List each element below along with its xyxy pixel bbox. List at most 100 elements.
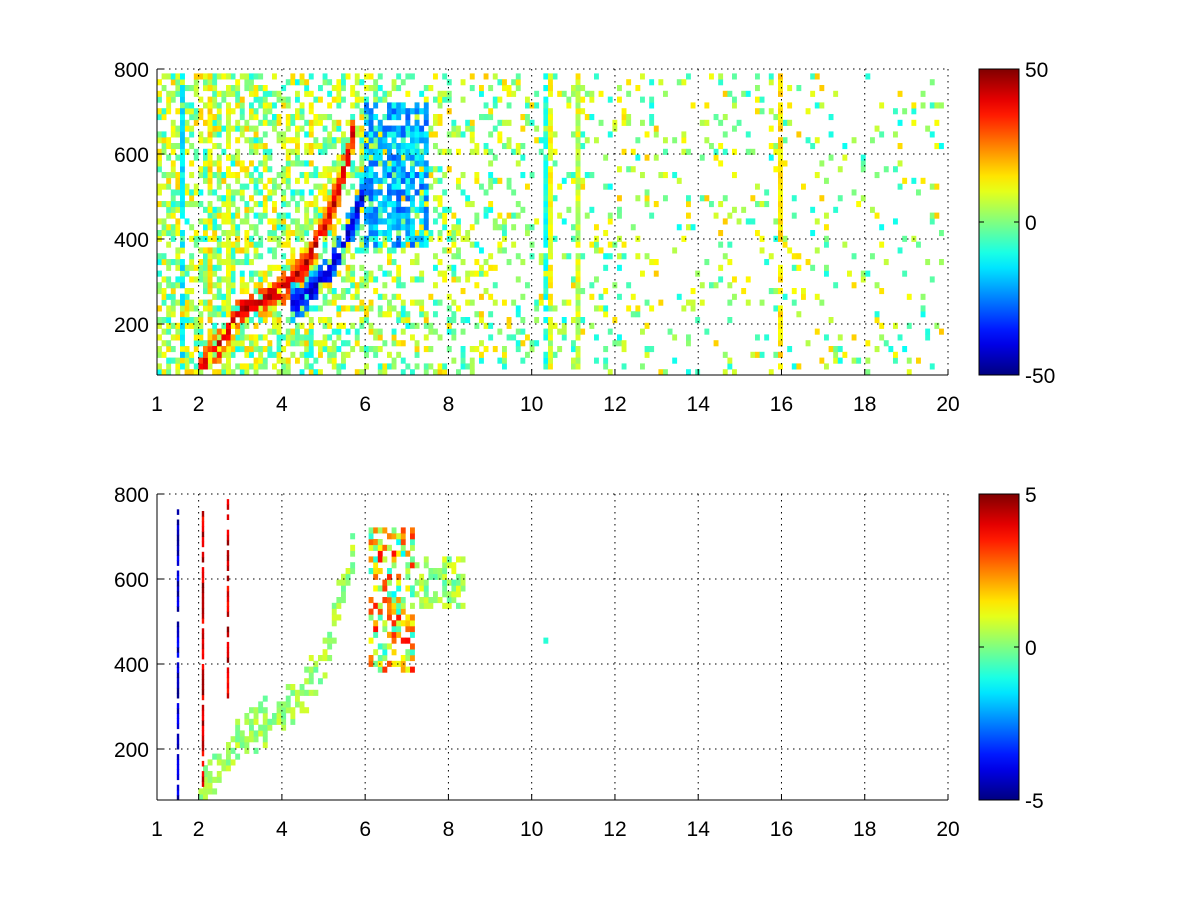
heatmap-cell (170, 334, 176, 341)
heatmap-cell (157, 131, 162, 138)
heatmap-cell (216, 183, 222, 190)
heatmap-cell (543, 131, 549, 138)
heatmap-cell (166, 206, 172, 213)
heatmap-cell (649, 96, 655, 103)
heatmap-cell (548, 322, 553, 329)
heatmap-cell (198, 270, 204, 277)
heatmap-cell (575, 282, 581, 289)
heatmap-cell (180, 264, 185, 271)
heatmap-cell (230, 85, 236, 92)
heatmap-cell (414, 172, 420, 179)
heatmap-cell (244, 212, 250, 219)
heatmap-cell (272, 183, 277, 190)
heatmap-cell (874, 172, 880, 179)
heatmap-cell (400, 148, 406, 155)
heatmap-cell (607, 253, 613, 260)
heatmap-cell (175, 363, 181, 370)
heatmap-cell (359, 224, 365, 231)
heatmap-cell (331, 143, 337, 150)
heatmap-cell (239, 742, 245, 749)
heatmap-cell (322, 79, 328, 86)
heatmap-cell (308, 259, 314, 266)
heatmap-cell (253, 224, 259, 231)
heatmap-cell (382, 270, 388, 277)
heatmap-cell (410, 73, 415, 80)
heatmap-cell (640, 96, 645, 103)
heatmap-cell (575, 270, 581, 277)
heatmap-cell (235, 322, 241, 329)
heatmap-cell (732, 293, 737, 300)
heatmap-cell (387, 608, 392, 615)
heatmap-cell (442, 189, 448, 196)
heatmap-cell (313, 218, 319, 225)
heatmap-cell (216, 264, 222, 271)
heatmap-cell (506, 317, 512, 324)
heatmap-cell (442, 363, 448, 370)
heatmap-cell (387, 148, 392, 155)
heatmap-cell (382, 195, 388, 202)
heatmap-cell (336, 235, 342, 242)
heatmap-cell (221, 212, 227, 219)
heatmap-cell (594, 73, 599, 80)
heatmap-cell (235, 230, 241, 237)
heatmap-cell (483, 259, 489, 266)
heatmap-cell (175, 172, 181, 179)
heatmap-cell (368, 143, 374, 150)
heatmap-cell (773, 218, 779, 225)
heatmap-cell (226, 759, 231, 766)
heatmap-cell (350, 235, 356, 242)
heatmap-cell (929, 363, 935, 370)
heatmap-cell (525, 114, 530, 121)
heatmap-cell (331, 230, 337, 237)
heatmap-cell (318, 253, 323, 260)
heatmap-cell (681, 137, 687, 144)
heatmap-cell (331, 241, 337, 248)
heatmap-cell (377, 177, 383, 184)
heatmap-cell (391, 660, 397, 667)
heatmap-cell (391, 177, 397, 184)
heatmap-cell (364, 282, 369, 289)
heatmap-cell (239, 218, 245, 225)
heatmap-cell (350, 346, 356, 353)
heatmap-cell (359, 299, 365, 306)
heatmap-cell (442, 556, 448, 563)
heatmap-cell (506, 90, 512, 97)
heatmap-cell (612, 241, 618, 248)
heatmap-cell (870, 206, 875, 213)
heatmap-cell (419, 241, 425, 248)
heatmap-cell (166, 317, 172, 324)
heatmap-cell (198, 317, 204, 324)
heatmap-cell (308, 102, 314, 109)
heatmap-cell (180, 160, 185, 167)
heatmap-cell (488, 131, 494, 138)
heatmap-cell (180, 125, 185, 132)
heatmap-cell (180, 340, 185, 347)
heatmap-cell (198, 340, 204, 347)
heatmap-cell (538, 137, 544, 144)
heatmap-cell (313, 137, 319, 144)
heatmap-cell (745, 90, 751, 97)
heatmap-cell (176, 764, 180, 770)
heatmap-cell (796, 85, 802, 92)
heatmap-cell (911, 108, 917, 115)
heatmap-cell (391, 533, 397, 540)
heatmap-cell (368, 166, 374, 173)
heatmap-cell (235, 730, 241, 737)
heatmap-cell (170, 189, 176, 196)
heatmap-cell (180, 247, 185, 254)
heatmap-cell (207, 776, 213, 783)
heatmap-cell (157, 154, 162, 161)
heatmap-cell (308, 90, 314, 97)
heatmap-cell (497, 357, 503, 364)
heatmap-cell (267, 195, 273, 202)
heatmap-cell (860, 160, 866, 167)
heatmap-cell (230, 247, 236, 254)
heatmap-cell (437, 90, 443, 97)
heatmap-cell (410, 544, 415, 551)
heatmap-cell (571, 224, 576, 231)
heatmap-cell (262, 736, 268, 743)
heatmap-cell (778, 195, 783, 202)
heatmap-cell (212, 357, 218, 364)
heatmap-cell (308, 108, 314, 115)
heatmap-cell (727, 282, 733, 289)
